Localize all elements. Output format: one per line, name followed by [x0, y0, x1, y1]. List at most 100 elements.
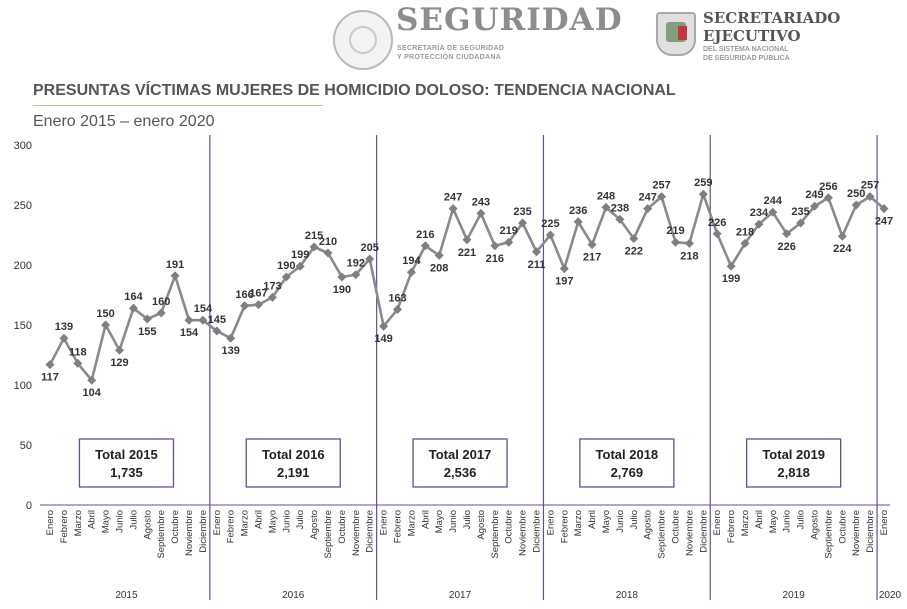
title-divider [33, 105, 323, 106]
data-point-53 [782, 229, 792, 239]
data-label-1: 139 [55, 321, 73, 333]
data-point-57 [837, 231, 847, 241]
total-box-value-1: 2,191 [277, 465, 310, 480]
data-point-58 [851, 200, 861, 210]
data-label-45: 219 [666, 225, 684, 237]
month-label-56: Septiembre [823, 510, 834, 559]
data-label-33: 219 [500, 225, 518, 237]
data-label-42: 222 [625, 246, 643, 258]
data-point-6 [128, 303, 138, 313]
data-label-38: 236 [569, 205, 587, 217]
data-label-47: 259 [694, 177, 712, 189]
data-label-55: 249 [805, 189, 823, 201]
month-label-36: Enero [545, 510, 556, 535]
month-label-34: Noviembre [518, 510, 529, 556]
seguridad-subtitle-line-2: Y PROTECCIÓN CIUDADANA [397, 54, 502, 61]
data-point-48 [712, 229, 722, 239]
month-label-33: Octubre [504, 510, 515, 544]
secretariado-title-line-1: SECRETARIADO [703, 9, 841, 27]
data-label-14: 166 [235, 289, 253, 301]
month-label-35: Diciembre [532, 510, 543, 553]
total-box-label-0: Total 2015 [95, 447, 158, 462]
data-label-19: 215 [305, 230, 323, 242]
data-label-24: 149 [374, 333, 392, 345]
month-label-31: Agosto [476, 510, 487, 540]
month-label-37: Febrero [559, 510, 570, 543]
month-label-38: Marzo [573, 510, 584, 536]
total-box-label-4: Total 2019 [762, 447, 825, 462]
data-label-43: 247 [639, 192, 657, 204]
data-label-59: 257 [861, 180, 879, 192]
data-label-27: 216 [416, 229, 434, 241]
data-label-51: 234 [750, 207, 769, 219]
data-point-22 [351, 270, 361, 280]
month-label-32: Septiembre [490, 510, 501, 559]
total-box-2 [412, 438, 508, 488]
month-label-28: Mayo [434, 510, 445, 533]
month-label-9: Octubre [170, 510, 181, 544]
data-label-41: 238 [611, 202, 629, 214]
month-label-10: Noviembre [184, 510, 195, 556]
month-label-2: Marzo [73, 510, 84, 536]
data-point-35 [532, 247, 541, 257]
data-label-30: 221 [458, 247, 476, 259]
data-label-21: 190 [333, 284, 351, 296]
month-label-57: Octubre [837, 510, 848, 544]
data-point-11 [198, 315, 208, 325]
data-point-21 [337, 272, 347, 282]
total-box-label-3: Total 2018 [596, 447, 659, 462]
data-label-32: 216 [486, 253, 504, 265]
month-label-46: Noviembre [684, 510, 695, 556]
chart-title: PRESUNTAS VÍCTIMAS MUJERES DE HOMICIDIO … [33, 82, 676, 99]
seguridad-title: SEGURIDAD [396, 2, 623, 38]
total-box-label-1: Total 2016 [262, 447, 325, 462]
secretariado-subtitle-line-1: DEL SISTEMA NACIONAL [703, 46, 789, 53]
data-point-34 [518, 218, 528, 228]
data-label-9: 191 [166, 259, 184, 271]
data-label-15: 167 [249, 288, 267, 300]
month-label-13: Febrero [226, 510, 237, 543]
data-point-26 [406, 267, 416, 277]
month-label-21: Octubre [337, 510, 348, 544]
data-point-15 [254, 300, 263, 310]
month-label-19: Agosto [309, 510, 320, 540]
data-point-9 [170, 271, 180, 281]
year-label-2020: 2020 [879, 590, 902, 601]
data-label-10: 154 [180, 327, 199, 339]
month-label-23: Diciembre [365, 510, 376, 553]
data-point-38 [573, 217, 583, 227]
data-point-60 [879, 204, 889, 214]
data-point-14 [240, 301, 250, 311]
total-box-value-2: 2,536 [444, 465, 477, 480]
data-point-29 [448, 204, 458, 214]
month-label-20: Septiembre [323, 510, 334, 559]
month-label-58: Noviembre [851, 510, 862, 556]
year-label-2018: 2018 [616, 590, 639, 601]
month-label-15: Abril [254, 510, 265, 529]
total-box-1 [245, 438, 341, 488]
data-point-3 [87, 375, 97, 385]
data-point-8 [156, 308, 166, 318]
month-label-45: Octubre [671, 510, 682, 544]
chart-subtitle: Enero 2015 – enero 2020 [33, 113, 215, 130]
y-tick-label-0: 0 [26, 500, 32, 512]
month-label-22: Noviembre [351, 510, 362, 556]
data-point-23 [365, 254, 375, 264]
total-box-value-4: 2,818 [777, 465, 810, 480]
data-label-18: 199 [291, 249, 309, 261]
month-label-51: Abril [754, 510, 765, 529]
month-label-43: Agosto [643, 510, 654, 540]
data-label-46: 218 [680, 250, 698, 262]
month-label-41: Junio [615, 510, 626, 533]
month-label-3: Abril [87, 510, 98, 529]
data-label-58: 250 [847, 188, 865, 200]
data-label-53: 226 [778, 241, 796, 253]
month-label-24: Enero [379, 510, 390, 535]
month-label-42: Julio [629, 510, 640, 530]
data-point-25 [393, 304, 402, 314]
seguridad-subtitle-line-1: SECRETARÍA DE SEGURIDAD [397, 45, 505, 52]
data-point-56 [823, 193, 833, 203]
header: SEGURIDAD SECRETARÍA DE SEGURIDAD Y PROT… [0, 0, 907, 70]
data-label-44: 257 [652, 180, 670, 192]
